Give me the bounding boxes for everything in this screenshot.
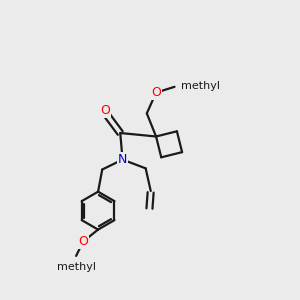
Text: O: O (78, 235, 88, 248)
Text: O: O (151, 86, 161, 99)
Text: O: O (100, 104, 110, 117)
Text: methyl: methyl (57, 262, 96, 272)
Text: methyl: methyl (181, 81, 220, 92)
Text: N: N (118, 153, 127, 166)
